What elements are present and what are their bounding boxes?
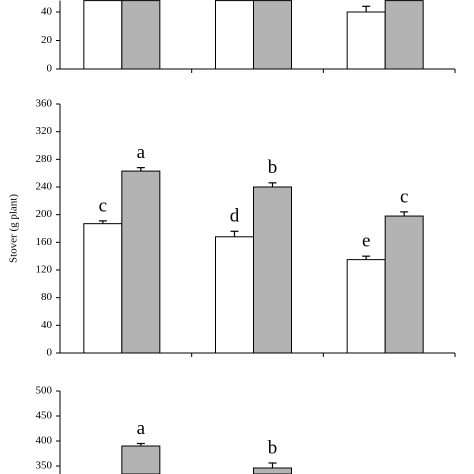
significance-letter: b — [268, 157, 278, 178]
panel: 350 400 450 500 a b — [36, 385, 292, 474]
y-tick-label: 160 — [36, 236, 53, 248]
significance-letter: a — [137, 142, 146, 163]
plot-area — [83, 0, 424, 70]
bar — [121, 0, 161, 70]
y-tick-label: 320 — [36, 125, 53, 137]
y-tick-label: 350 — [36, 460, 53, 472]
bar — [121, 170, 161, 353]
panel: Stover (g plant) 0 40 80 120 160 200 240 280 320 3… — [8, 98, 456, 359]
bar — [253, 467, 292, 474]
significance-letter: e — [362, 231, 370, 252]
bar — [346, 11, 386, 70]
y-tick-label: 360 — [36, 98, 53, 110]
y-tick-label: 20 — [41, 34, 53, 46]
bar — [83, 223, 123, 353]
y-axis-label: Stover (g plant) — [8, 194, 20, 263]
y-tick-label: 40 — [41, 319, 53, 331]
y-tick-label: 40 — [41, 6, 53, 18]
bar — [253, 186, 292, 353]
significance-letter: b — [268, 437, 278, 458]
bar — [384, 0, 424, 70]
bar — [384, 215, 424, 353]
y-tick-label: 280 — [36, 153, 53, 165]
y-tick-label: 0 — [47, 63, 53, 75]
y-tick-label: 240 — [36, 181, 53, 193]
y-tick-label: 500 — [36, 385, 53, 397]
y-tick-label: 80 — [41, 291, 53, 303]
significance-letter: c — [99, 195, 107, 216]
panel: 0 20 40 — [41, 0, 456, 75]
bar — [121, 445, 161, 474]
bar — [83, 0, 123, 70]
bar — [253, 0, 292, 70]
y-tick-label: 120 — [36, 264, 53, 276]
y-tick-label: 0 — [47, 347, 53, 359]
bar — [215, 236, 254, 353]
significance-letter: d — [230, 206, 240, 227]
plot-area — [83, 167, 424, 353]
y-tick-label: 400 — [36, 435, 53, 447]
bar — [215, 0, 254, 70]
bar — [346, 259, 386, 353]
significance-letter: a — [137, 418, 146, 439]
y-tick-label: 450 — [36, 410, 53, 422]
significance-letter: c — [400, 186, 408, 207]
plot-area — [121, 442, 292, 474]
y-tick-label: 200 — [36, 208, 53, 220]
